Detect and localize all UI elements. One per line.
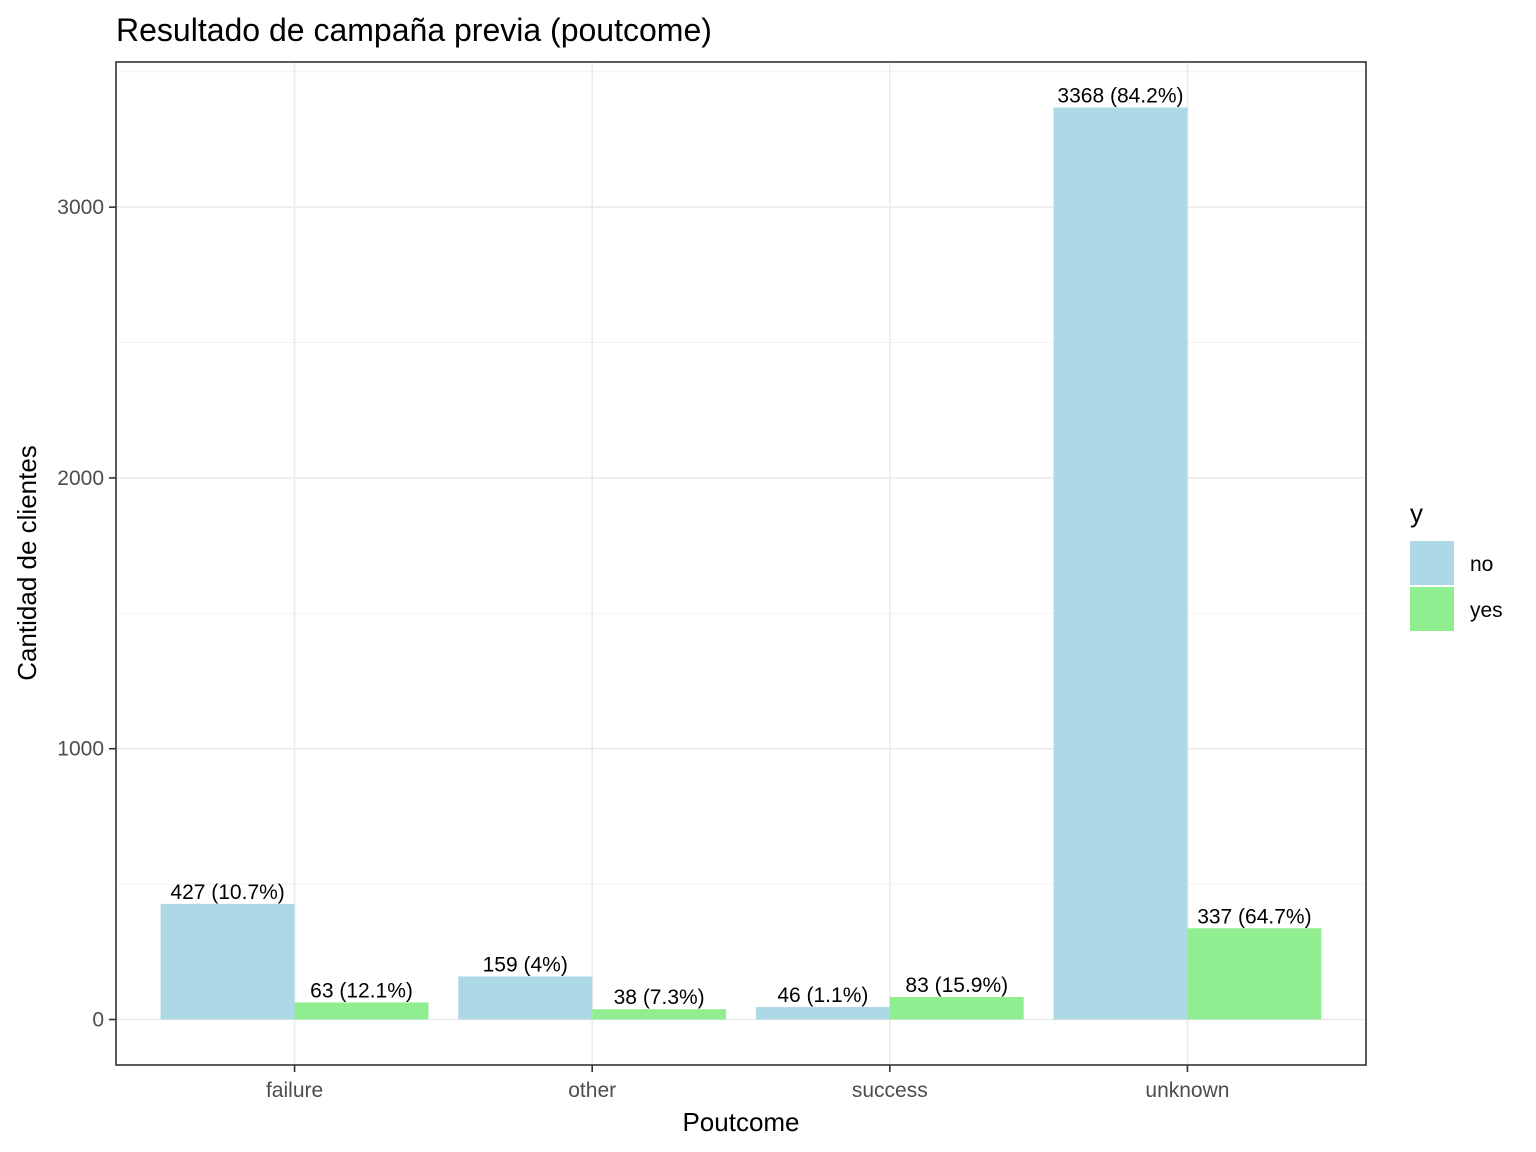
data-label-yes-other: 38 (7.3%) (614, 986, 705, 1009)
legend-key-yes (1410, 587, 1454, 631)
y-tick-label: 3000 (57, 196, 104, 219)
legend-items: no yes (1410, 541, 1503, 631)
y-tick-label: 0 (92, 1009, 104, 1032)
bar-no-success (755, 1007, 890, 1020)
bar-yes-other (592, 1009, 727, 1020)
data-label-yes-success: 83 (15.9%) (905, 974, 1008, 997)
data-label-no-other: 159 (4%) (483, 953, 568, 976)
bar-no-failure (160, 903, 295, 1020)
bar-no-other (458, 976, 593, 1020)
bar-yes-unknown (1187, 928, 1322, 1020)
data-label-no-failure: 427 (10.7%) (170, 881, 284, 904)
panel-border (115, 61, 1367, 1066)
y-tick-label: 2000 (57, 467, 104, 490)
legend: y no yes (1410, 498, 1503, 631)
legend-key-no (1410, 541, 1454, 585)
x-tick-label-success: success (852, 1079, 928, 1102)
legend-title: y (1410, 498, 1423, 528)
chart-title: Resultado de campaña previa (poutcome) (116, 12, 712, 48)
x-tick-label-other: other (568, 1079, 616, 1102)
x-axis-title: Poutcome (682, 1107, 799, 1137)
data-label-no-unknown: 3368 (84.2%) (1057, 84, 1183, 107)
bar-no-unknown (1053, 107, 1188, 1020)
data-label-yes-unknown: 337 (64.7%) (1197, 905, 1311, 928)
data-label-no-success: 46 (1.1%) (777, 984, 868, 1007)
x-tick-label-unknown: unknown (1145, 1079, 1229, 1102)
x-axis: failure other success unknown (266, 1065, 1229, 1102)
y-tick-label: 1000 (57, 738, 104, 761)
data-label-yes-failure: 63 (12.1%) (310, 979, 413, 1002)
plot-bars (160, 107, 1322, 1020)
bar-yes-failure (294, 1002, 429, 1020)
y-axis-title: Cantidad de clientes (12, 445, 42, 681)
y-axis: 0 1000 2000 3000 (57, 196, 116, 1032)
plot-labels: 427 (10.7%) 159 (4%) 46 (1.1%) 3368 (84.2%)… (170, 84, 1311, 1009)
legend-label-yes: yes (1470, 599, 1503, 622)
x-tick-label-failure: failure (266, 1079, 323, 1102)
legend-label-no: no (1470, 553, 1493, 576)
bar-yes-success (889, 997, 1024, 1020)
